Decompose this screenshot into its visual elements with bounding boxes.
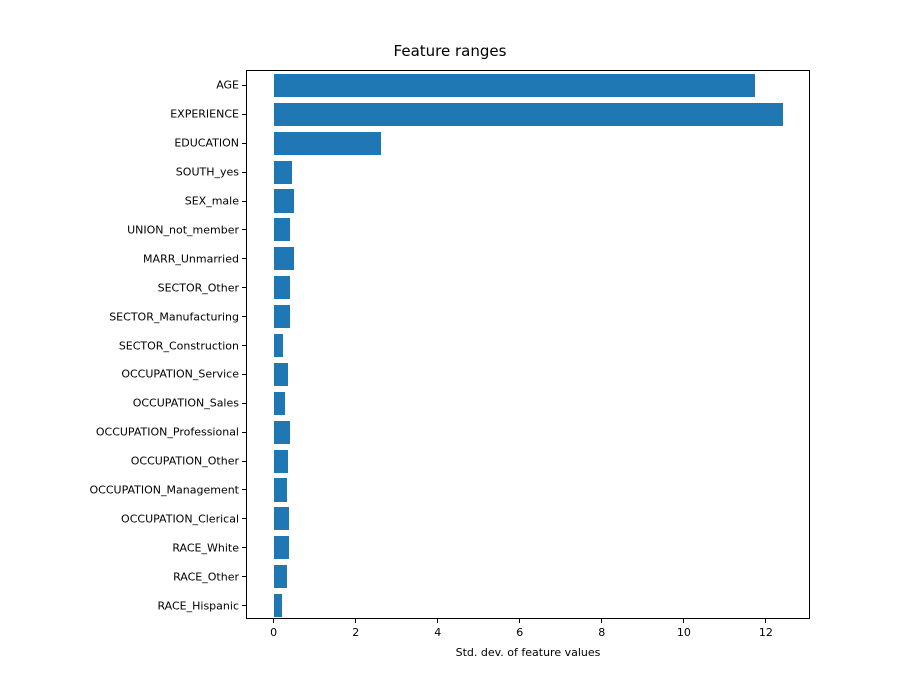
bar [274,334,283,357]
y-tick-label: OCCUPATION_Service [121,368,239,381]
y-tick [242,258,247,259]
y-tick [242,403,247,404]
y-tick-label: SECTOR_Construction [119,339,239,352]
bar [274,132,381,155]
x-tick [765,618,766,623]
y-tick-label: RACE_White [172,541,239,554]
y-tick [242,201,247,202]
bar [274,507,290,530]
bar [274,305,290,328]
bar [274,161,292,184]
bar [274,478,287,501]
y-tick-label: MARR_Unmarried [143,252,239,265]
x-tick [437,618,438,623]
y-tick-label: SECTOR_Other [158,281,239,294]
y-tick [242,345,247,346]
y-tick-label: EXPERIENCE [170,108,239,121]
y-tick [242,576,247,577]
x-tick [519,618,520,623]
bar [274,103,783,126]
x-tick [355,618,356,623]
chart-title: Feature ranges [0,42,900,60]
plot-area: 024681012AGEEXPERIENCEEDUCATIONSOUTH_yes… [246,70,810,619]
bar [274,74,756,97]
y-tick-label: EDUCATION [174,137,239,150]
y-tick [242,461,247,462]
y-tick-label: SOUTH_yes [176,166,239,179]
x-tick [601,618,602,623]
y-tick-label: OCCUPATION_Other [131,455,239,468]
bar [274,421,290,444]
y-tick [242,316,247,317]
bar [274,218,290,241]
y-tick-label: OCCUPATION_Clerical [121,512,239,525]
x-tick [273,618,274,623]
y-tick [242,432,247,433]
x-tick-label: 4 [434,626,441,639]
y-tick [242,287,247,288]
x-tick-label: 6 [516,626,523,639]
bar [274,565,287,588]
chart-stage: { "chart": { "type": "barh", "title": "F… [0,0,900,700]
y-tick-label: OCCUPATION_Management [90,483,239,496]
y-tick [242,143,247,144]
y-tick-label: OCCUPATION_Sales [133,397,239,410]
y-tick-label: SECTOR_Manufacturing [109,310,239,323]
bar [274,450,289,473]
bar [274,594,283,617]
y-tick [242,85,247,86]
x-tick-label: 12 [759,626,773,639]
x-tick-label: 8 [598,626,605,639]
x-tick-label: 2 [352,626,359,639]
y-tick-label: RACE_Hispanic [157,599,239,612]
x-tick [683,618,684,623]
bar [274,363,289,386]
y-tick-label: OCCUPATION_Professional [96,426,239,439]
bar [274,392,285,415]
y-tick [242,114,247,115]
y-tick [242,374,247,375]
y-tick-label: AGE [216,79,239,92]
bar [274,536,289,559]
y-tick [242,518,247,519]
y-tick [242,172,247,173]
y-tick [242,489,247,490]
y-tick [242,605,247,606]
y-tick [242,229,247,230]
x-tick-label: 10 [677,626,691,639]
x-axis-label: Std. dev. of feature values [456,646,601,659]
x-tick-label: 0 [270,626,277,639]
y-tick-label: RACE_Other [173,570,239,583]
bar [274,247,295,270]
bar [274,276,291,299]
y-tick-label: SEX_male [185,195,239,208]
y-tick-label: UNION_not_member [127,223,239,236]
bar [274,189,295,212]
y-tick [242,547,247,548]
